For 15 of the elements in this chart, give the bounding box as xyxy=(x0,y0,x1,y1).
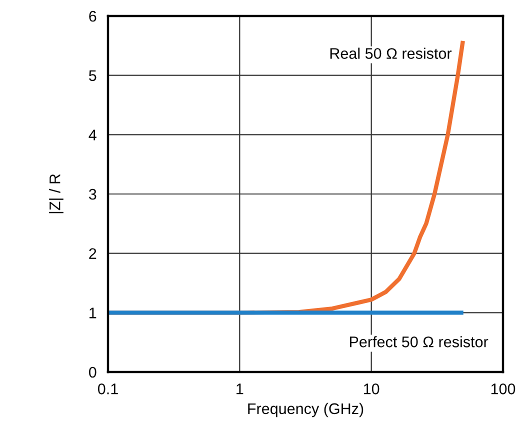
x-tick-label: 10 xyxy=(364,384,380,394)
y-tick-label: 5 xyxy=(89,70,96,82)
y-tick-label: 6 xyxy=(89,10,96,22)
y-tick-label: 1 xyxy=(90,308,96,318)
y-axis-title: |Z| / R xyxy=(49,174,64,214)
x-axis-title: Frequency (GHz) xyxy=(248,402,364,418)
x-tick-label: 0.1 xyxy=(98,384,118,394)
y-tick-label: 2 xyxy=(89,248,96,259)
series-label: Real 50 Ω resistor xyxy=(330,48,452,59)
y-tick-label: 3 xyxy=(88,188,96,200)
x-tick-label: 100 xyxy=(491,384,516,394)
series-label: Perfect 50 Ω resistor xyxy=(350,336,488,348)
x-tick-label: 1 xyxy=(236,384,244,394)
y-tick-label: 4 xyxy=(88,130,96,140)
y-tick-label: 0 xyxy=(88,366,96,378)
